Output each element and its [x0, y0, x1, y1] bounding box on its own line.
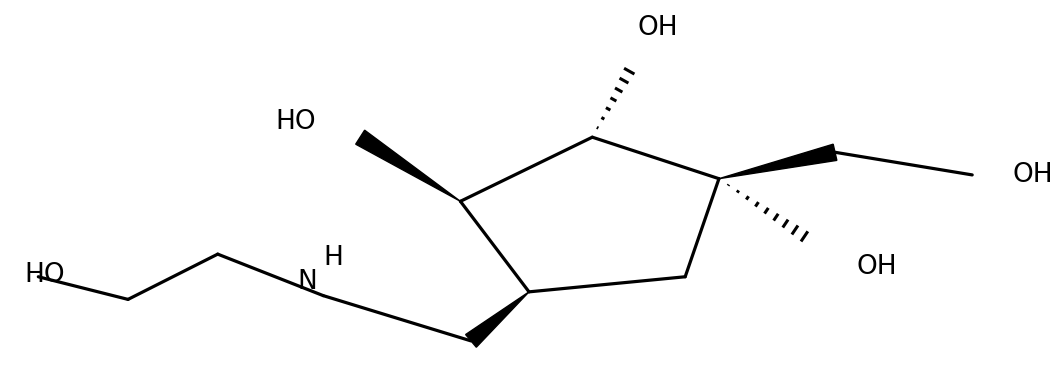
Polygon shape — [466, 292, 529, 347]
Polygon shape — [355, 130, 461, 201]
Text: HO: HO — [24, 262, 65, 288]
Text: OH: OH — [637, 15, 678, 41]
Text: OH: OH — [1012, 162, 1053, 188]
Text: N: N — [298, 269, 317, 295]
Text: H: H — [323, 245, 344, 271]
Text: HO: HO — [276, 109, 316, 135]
Polygon shape — [719, 144, 837, 179]
Text: OH: OH — [857, 254, 897, 280]
